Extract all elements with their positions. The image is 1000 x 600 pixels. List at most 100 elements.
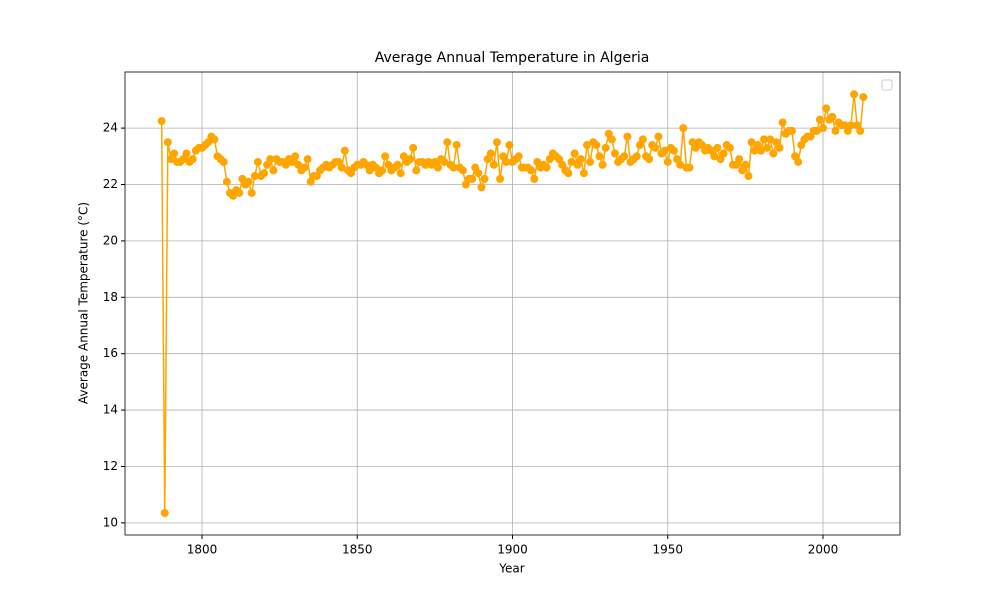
marker — [859, 93, 868, 102]
marker — [170, 149, 179, 158]
y-tick-label: 24 — [103, 121, 118, 135]
marker — [480, 174, 489, 183]
y-tick-label: 14 — [103, 403, 118, 417]
marker — [775, 143, 784, 152]
marker — [381, 152, 390, 161]
marker — [769, 149, 778, 158]
marker — [676, 160, 685, 169]
marker — [645, 155, 654, 164]
marker — [396, 169, 405, 178]
marker — [222, 177, 231, 186]
marker — [632, 152, 641, 161]
x-tick-label: 1950 — [652, 543, 683, 557]
y-tick-label: 10 — [103, 515, 118, 529]
marker — [160, 509, 169, 518]
marker — [260, 169, 269, 178]
marker — [409, 143, 418, 152]
marker — [822, 104, 831, 113]
marker — [449, 163, 458, 172]
marker — [188, 155, 197, 164]
marker — [850, 90, 859, 99]
x-axis-label: Year — [498, 562, 524, 576]
marker — [502, 157, 511, 166]
marker — [468, 174, 477, 183]
marker — [747, 138, 756, 147]
y-tick-label: 12 — [103, 459, 118, 473]
marker — [219, 157, 228, 166]
marker — [527, 166, 536, 175]
y-tick-label: 18 — [103, 290, 118, 304]
y-axis-label: Average Annual Temperature (°C) — [77, 202, 91, 404]
marker — [303, 155, 312, 164]
marker — [266, 155, 275, 164]
marker — [489, 160, 498, 169]
x-tick-label: 1800 — [187, 543, 218, 557]
marker — [760, 135, 769, 144]
marker — [679, 124, 688, 133]
marker — [620, 152, 629, 161]
marker — [564, 169, 573, 178]
marker — [735, 155, 744, 164]
marker — [542, 163, 551, 172]
marker — [505, 141, 514, 150]
marker — [654, 132, 663, 141]
marker — [831, 126, 840, 135]
x-tick-label: 1850 — [342, 543, 373, 557]
marker — [474, 169, 483, 178]
marker — [300, 163, 309, 172]
marker — [269, 166, 278, 175]
marker — [452, 141, 461, 150]
x-tick-label: 2000 — [808, 543, 839, 557]
marker — [669, 146, 678, 155]
marker — [182, 149, 191, 158]
marker — [570, 149, 579, 158]
marker — [378, 166, 387, 175]
marker — [393, 160, 402, 169]
marker — [291, 152, 300, 161]
marker — [766, 135, 775, 144]
x-tick-label: 1900 — [497, 543, 528, 557]
marker — [710, 152, 719, 161]
marker — [514, 152, 523, 161]
marker — [433, 163, 442, 172]
marker — [846, 121, 855, 130]
marker — [443, 138, 452, 147]
plot-frame — [124, 71, 901, 536]
y-tick-label: 20 — [103, 233, 118, 247]
marker — [601, 143, 610, 152]
marker — [623, 132, 632, 141]
marker — [794, 157, 803, 166]
marker — [567, 157, 576, 166]
marker — [440, 157, 449, 166]
marker — [253, 157, 262, 166]
marker — [638, 135, 647, 144]
marker — [607, 135, 616, 144]
marker — [477, 183, 486, 192]
marker — [598, 160, 607, 169]
marker — [163, 138, 172, 147]
marker — [713, 143, 722, 152]
marker — [406, 155, 415, 164]
marker — [586, 157, 595, 166]
marker — [685, 163, 694, 172]
marker — [210, 135, 219, 144]
marker — [744, 172, 753, 181]
marker — [592, 141, 601, 150]
marker — [576, 155, 585, 164]
marker — [812, 126, 821, 135]
legend-box — [881, 79, 893, 91]
marker — [856, 126, 865, 135]
chart-title: Average Annual Temperature in Algeria — [375, 50, 650, 66]
y-tick-label: 16 — [103, 346, 118, 360]
marker — [412, 166, 421, 175]
marker — [663, 157, 672, 166]
marker — [651, 143, 660, 152]
marker — [247, 188, 256, 197]
marker — [486, 149, 495, 158]
marker — [719, 149, 728, 158]
marker — [458, 166, 467, 175]
marker — [340, 146, 349, 155]
marker — [235, 188, 244, 197]
marker — [595, 152, 604, 161]
